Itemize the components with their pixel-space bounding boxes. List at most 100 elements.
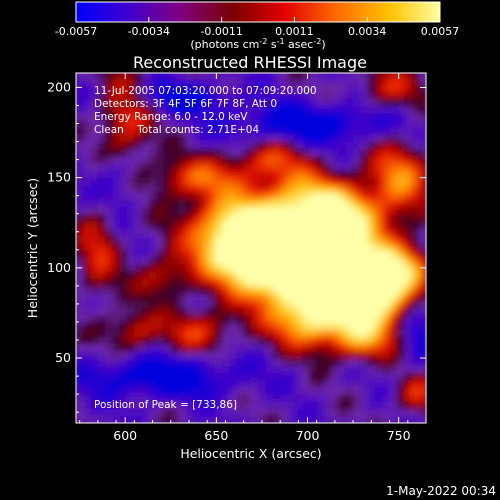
heatmap-cell: [192, 257, 201, 265]
heatmap-cell: [287, 141, 296, 150]
heatmap-cell: [294, 235, 303, 244]
heatmap-cell: [316, 220, 325, 229]
heatmap-cell: [141, 134, 150, 143]
heatmap-cell: [338, 322, 347, 330]
heatmap-cell: [170, 271, 179, 280]
heatmap-cell: [294, 134, 303, 143]
heatmap-cell: [331, 358, 340, 366]
heatmap-cell: [200, 379, 208, 388]
heatmap-cell: [229, 242, 237, 251]
heatmap-cell: [258, 228, 267, 236]
heatmap-cell: [207, 358, 216, 366]
heatmap-cell: [280, 98, 289, 107]
heatmap-cell: [323, 271, 332, 280]
heatmap-cell: [134, 350, 143, 359]
heatmap-cell: [323, 91, 332, 99]
heatmap-cell: [338, 148, 347, 157]
heatmap-cell: [389, 83, 398, 92]
heatmap-cell: [119, 148, 128, 157]
heatmap-cell: [90, 105, 99, 114]
heatmap-cell: [214, 76, 223, 85]
heatmap-cell: [345, 336, 354, 345]
heatmap-cell: [105, 285, 114, 294]
heatmap-cell: [76, 314, 84, 323]
heatmap-cell: [287, 300, 296, 309]
heatmap-cell: [141, 228, 150, 236]
heatmap-cell: [287, 293, 296, 301]
heatmap-cell: [141, 170, 150, 179]
heatmap-cell: [119, 278, 128, 287]
heatmap-cell: [148, 329, 157, 337]
heatmap-cell: [185, 314, 194, 323]
heatmap-cell: [243, 242, 252, 251]
heatmap-cell: [389, 177, 398, 186]
heatmap-cell: [163, 401, 172, 410]
heatmap-cell: [90, 408, 99, 417]
heatmap-cell: [280, 228, 289, 236]
heatmap-cell: [243, 91, 252, 99]
heatmap-cell: [156, 213, 165, 222]
heatmap-cell: [404, 358, 412, 366]
heatmap-cell: [331, 401, 340, 410]
heatmap-cell: [207, 76, 216, 85]
heatmap-cell: [236, 285, 245, 294]
heatmap-cell: [287, 307, 296, 316]
heatmap-cell: [418, 271, 426, 280]
heatmap-cell: [141, 336, 150, 345]
heatmap-cell: [323, 401, 332, 410]
heatmap-cell: [229, 394, 237, 402]
heatmap-cell: [345, 264, 354, 272]
heatmap-cell: [148, 271, 157, 280]
heatmap-cell: [236, 401, 245, 410]
heatmap-cell: [265, 264, 274, 272]
heatmap-cell: [338, 156, 347, 164]
heatmap-cell: [156, 264, 165, 272]
heatmap-cell: [83, 415, 92, 423]
heatmap-cell: [163, 300, 172, 309]
heatmap-cell: [331, 249, 340, 258]
heatmap-cell: [170, 127, 179, 135]
heatmap-cell: [265, 307, 274, 316]
heatmap-cell: [389, 365, 398, 374]
heatmap-cell: [294, 112, 303, 121]
heatmap-cell: [127, 119, 135, 128]
heatmap-cell: [323, 350, 332, 359]
heatmap-cell: [338, 249, 347, 258]
heatmap-cell: [148, 141, 157, 150]
heatmap-cell: [382, 184, 391, 193]
heatmap-cell: [287, 73, 296, 78]
heatmap-cell: [221, 112, 230, 121]
heatmap-cell: [200, 105, 208, 114]
heatmap-cell: [265, 170, 274, 179]
heatmap-cell: [83, 235, 92, 244]
heatmap-cell: [134, 213, 143, 222]
heatmap-cell: [382, 112, 391, 121]
heatmap-cell: [382, 213, 391, 222]
heatmap-cell: [192, 242, 201, 251]
heatmap-cell: [316, 257, 325, 265]
heatmap-cell: [105, 112, 114, 121]
heatmap-cell: [134, 307, 143, 316]
heatmap-cell: [97, 73, 106, 78]
heatmap-cell: [90, 394, 99, 402]
heatmap-cell: [141, 148, 150, 157]
heatmap-cell: [119, 322, 128, 330]
heatmap-cell: [127, 228, 135, 236]
heatmap-cell: [389, 293, 398, 301]
heatmap-cell: [156, 300, 165, 309]
heatmap-cell: [221, 358, 230, 366]
heatmap-cell: [127, 293, 135, 301]
heatmap-cell: [251, 177, 259, 186]
heatmap-cell: [265, 365, 274, 374]
heatmap-cell: [156, 329, 165, 337]
heatmap-cell: [411, 285, 420, 294]
heatmap-cell: [163, 73, 172, 78]
heatmap-cell: [192, 220, 201, 229]
heatmap-cell: [302, 343, 310, 352]
heatmap-cell: [170, 228, 179, 236]
heatmap-cell: [192, 271, 201, 280]
heatmap-cell: [404, 83, 412, 92]
heatmap-cell: [200, 119, 208, 128]
heatmap-cell: [229, 156, 237, 164]
heatmap-cell: [127, 213, 135, 222]
